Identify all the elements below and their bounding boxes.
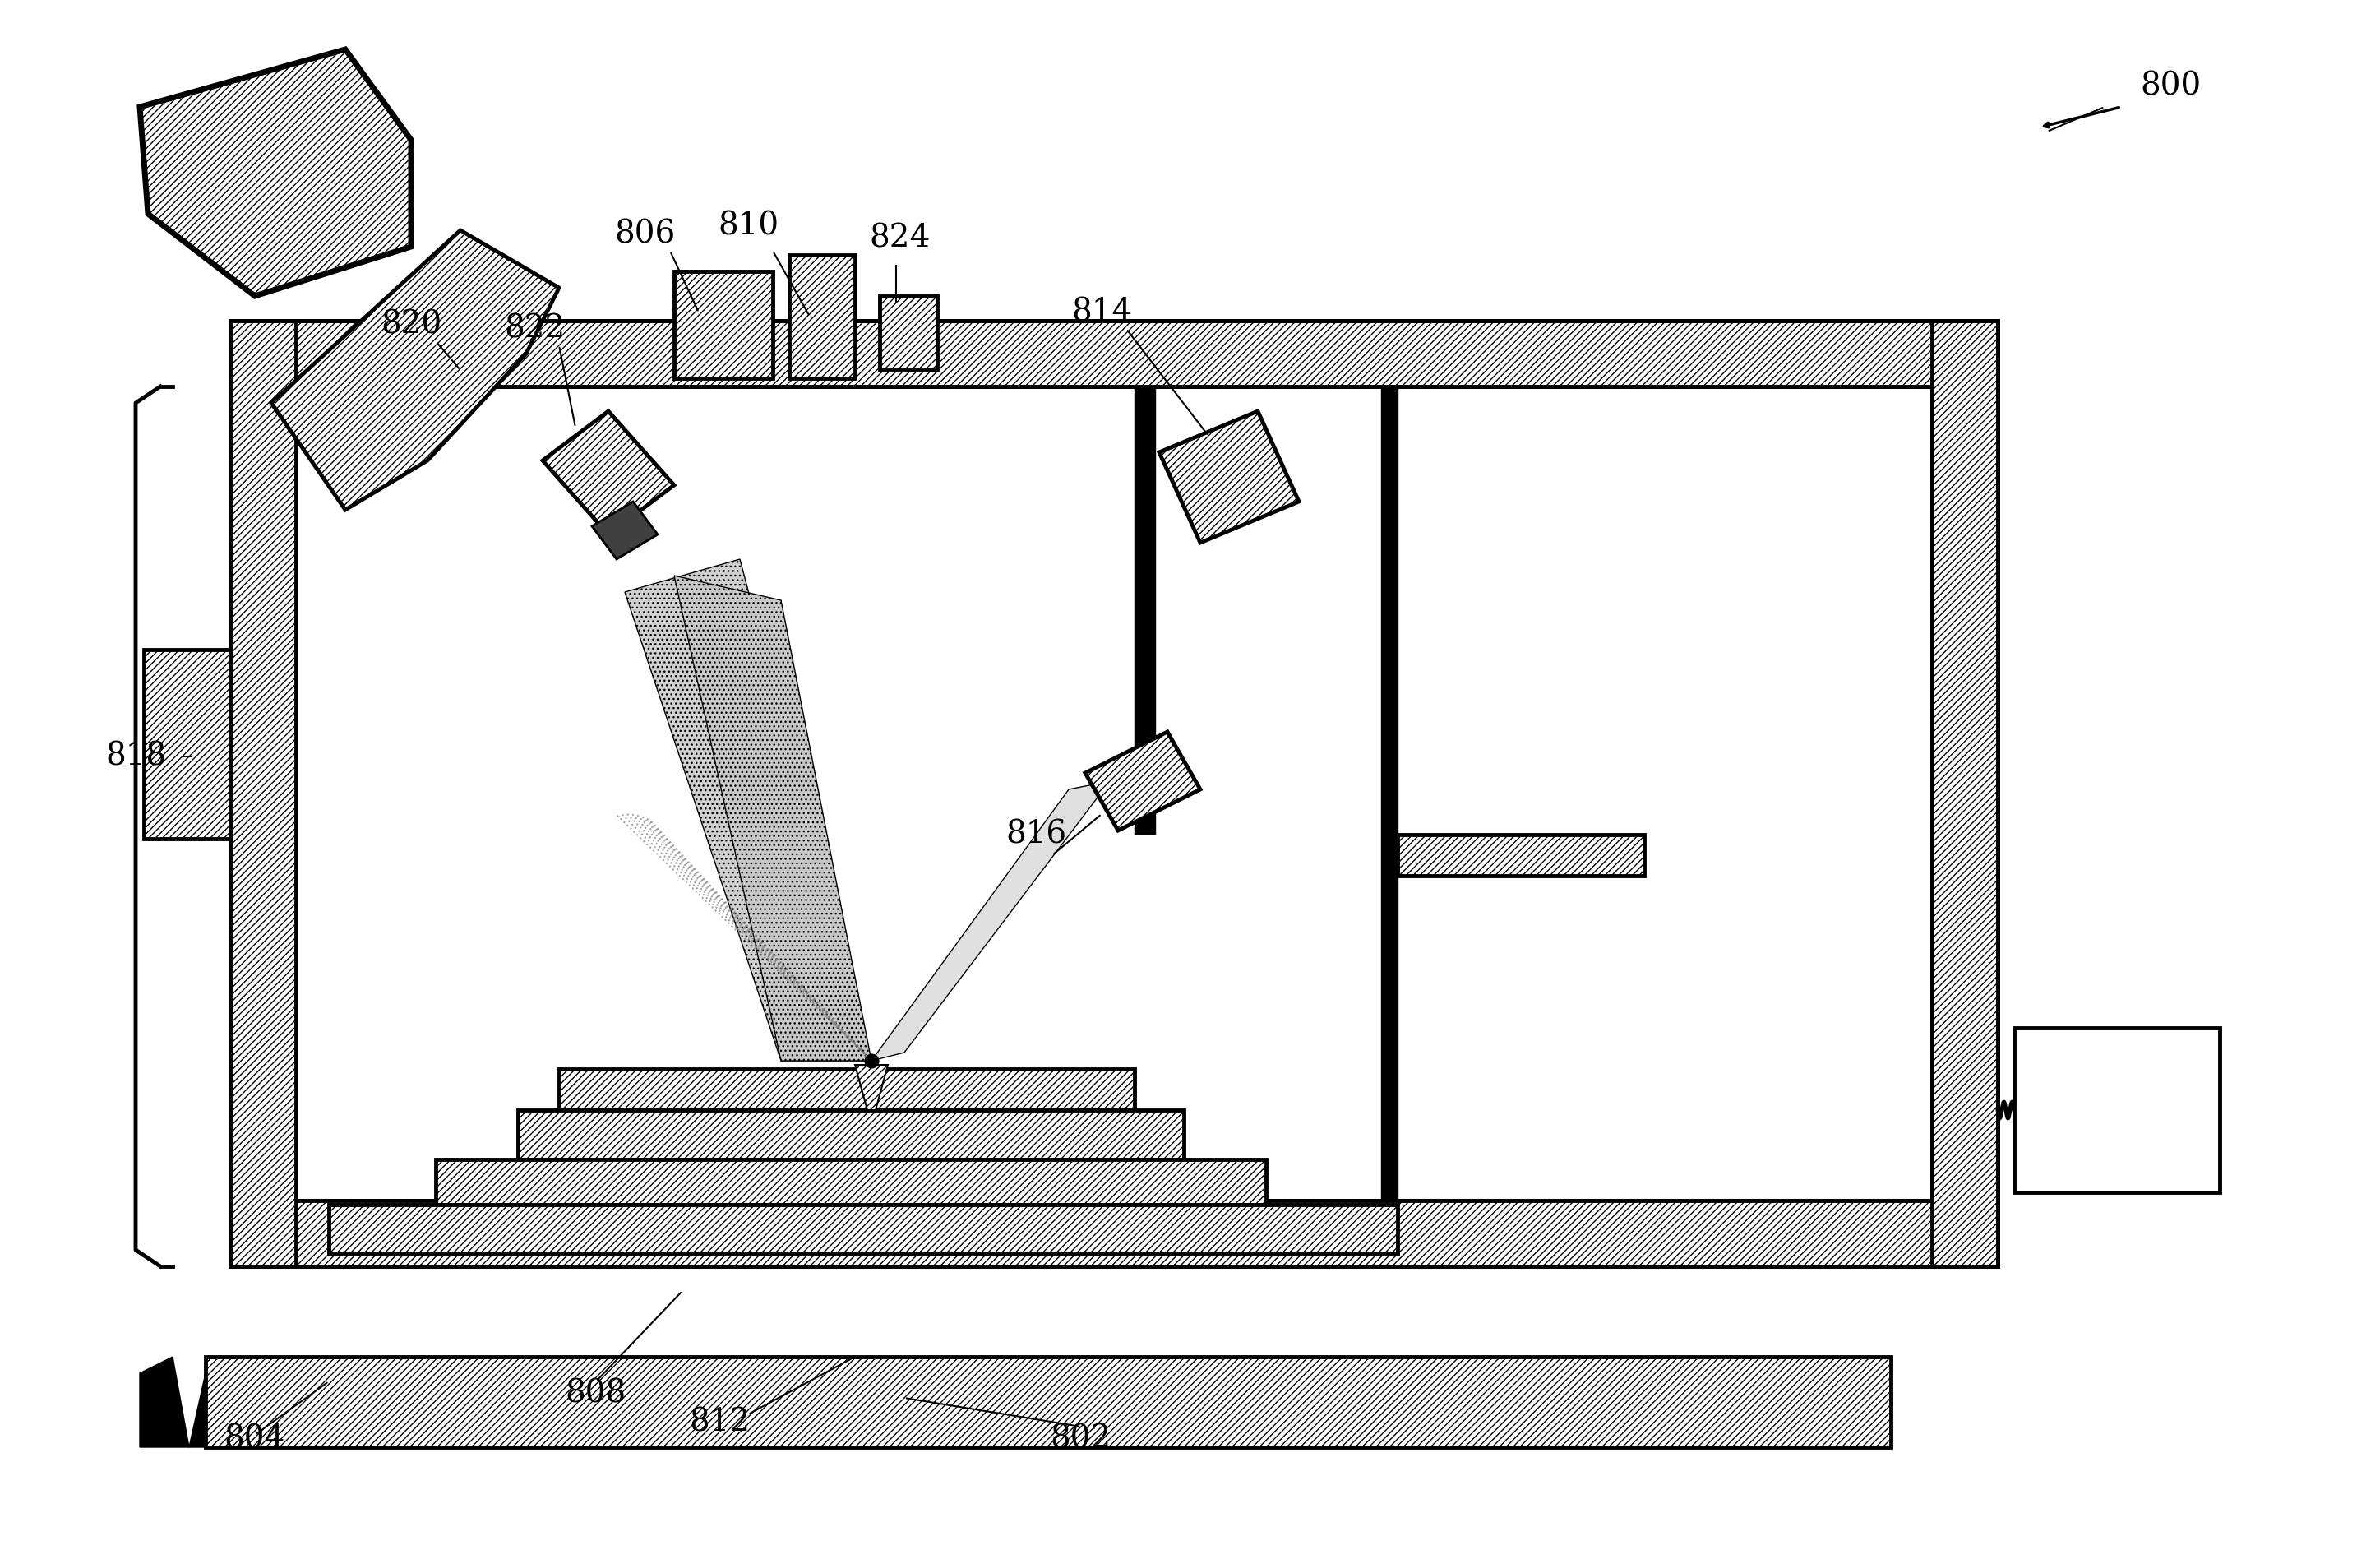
Polygon shape	[143, 649, 231, 839]
Polygon shape	[881, 296, 938, 370]
Polygon shape	[328, 1204, 1397, 1254]
Text: 812: 812	[688, 1407, 750, 1438]
Text: 810: 810	[719, 211, 778, 242]
Polygon shape	[231, 321, 1997, 386]
Text: 806: 806	[614, 219, 676, 250]
Bar	[1380, 386, 1397, 1201]
Polygon shape	[1159, 411, 1299, 542]
Text: 818: 818	[105, 741, 167, 772]
Polygon shape	[790, 254, 854, 378]
Text: 816: 816	[1004, 820, 1066, 849]
Polygon shape	[871, 781, 1109, 1060]
Polygon shape	[1085, 732, 1200, 831]
Bar	[295, 386, 1933, 1201]
Text: 814: 814	[1071, 298, 1133, 327]
Bar	[1414, 403, 1916, 1184]
Polygon shape	[674, 575, 871, 1060]
Bar	[1135, 386, 1154, 834]
Polygon shape	[231, 1201, 1997, 1266]
Polygon shape	[436, 1159, 1266, 1204]
Polygon shape	[271, 231, 559, 510]
Polygon shape	[1933, 321, 1997, 1266]
Polygon shape	[1397, 834, 1645, 876]
Bar	[231, 321, 1997, 1266]
Text: 808: 808	[566, 1378, 626, 1409]
Polygon shape	[231, 321, 295, 1266]
Polygon shape	[626, 560, 871, 1060]
Polygon shape	[140, 1356, 205, 1448]
Text: 824: 824	[869, 223, 931, 254]
Bar	[2013, 1028, 2221, 1192]
Polygon shape	[543, 411, 674, 535]
Polygon shape	[854, 1065, 888, 1110]
Text: 800: 800	[2140, 71, 2202, 102]
Text: 822: 822	[505, 313, 564, 344]
Polygon shape	[140, 50, 412, 296]
Text: 820: 820	[381, 310, 443, 339]
Polygon shape	[519, 1110, 1183, 1159]
Bar	[205, 1356, 1890, 1448]
Text: 802: 802	[1050, 1424, 1111, 1454]
Polygon shape	[674, 271, 774, 378]
Polygon shape	[593, 502, 657, 560]
Polygon shape	[559, 1070, 1135, 1110]
Text: 804: 804	[224, 1424, 286, 1454]
